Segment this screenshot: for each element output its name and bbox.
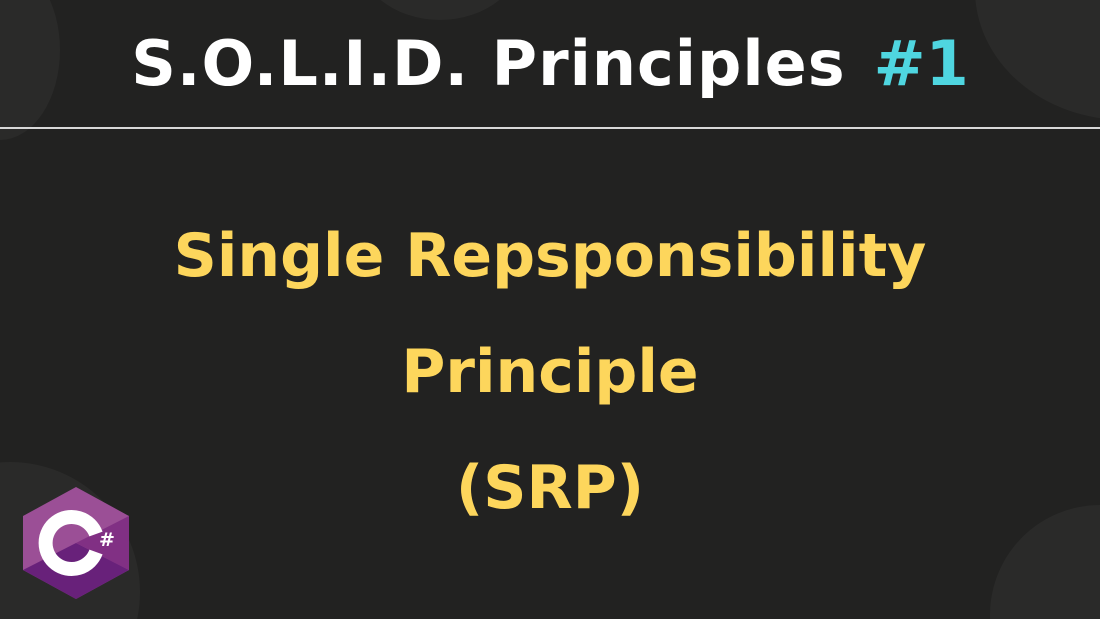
logo-c-letter: [38, 510, 103, 576]
principle-title: Single Repsponsibility Principle (SRP): [0, 198, 1100, 546]
header: S.O.L.I.D. Principles #1: [0, 0, 1100, 127]
principle-title-line-2: Principle: [401, 337, 699, 407]
csharp-logo-icon: #: [23, 487, 129, 599]
principle-title-line-3: (SRP): [455, 453, 645, 523]
logo-sharp-symbol: #: [99, 529, 115, 551]
principle-title-line-1: Single Repsponsibility: [173, 221, 927, 291]
header-divider: [0, 127, 1100, 129]
logo-hexagon-side: [76, 516, 129, 570]
header-title: S.O.L.I.D. Principles: [131, 26, 846, 100]
header-number: #1: [873, 26, 969, 100]
